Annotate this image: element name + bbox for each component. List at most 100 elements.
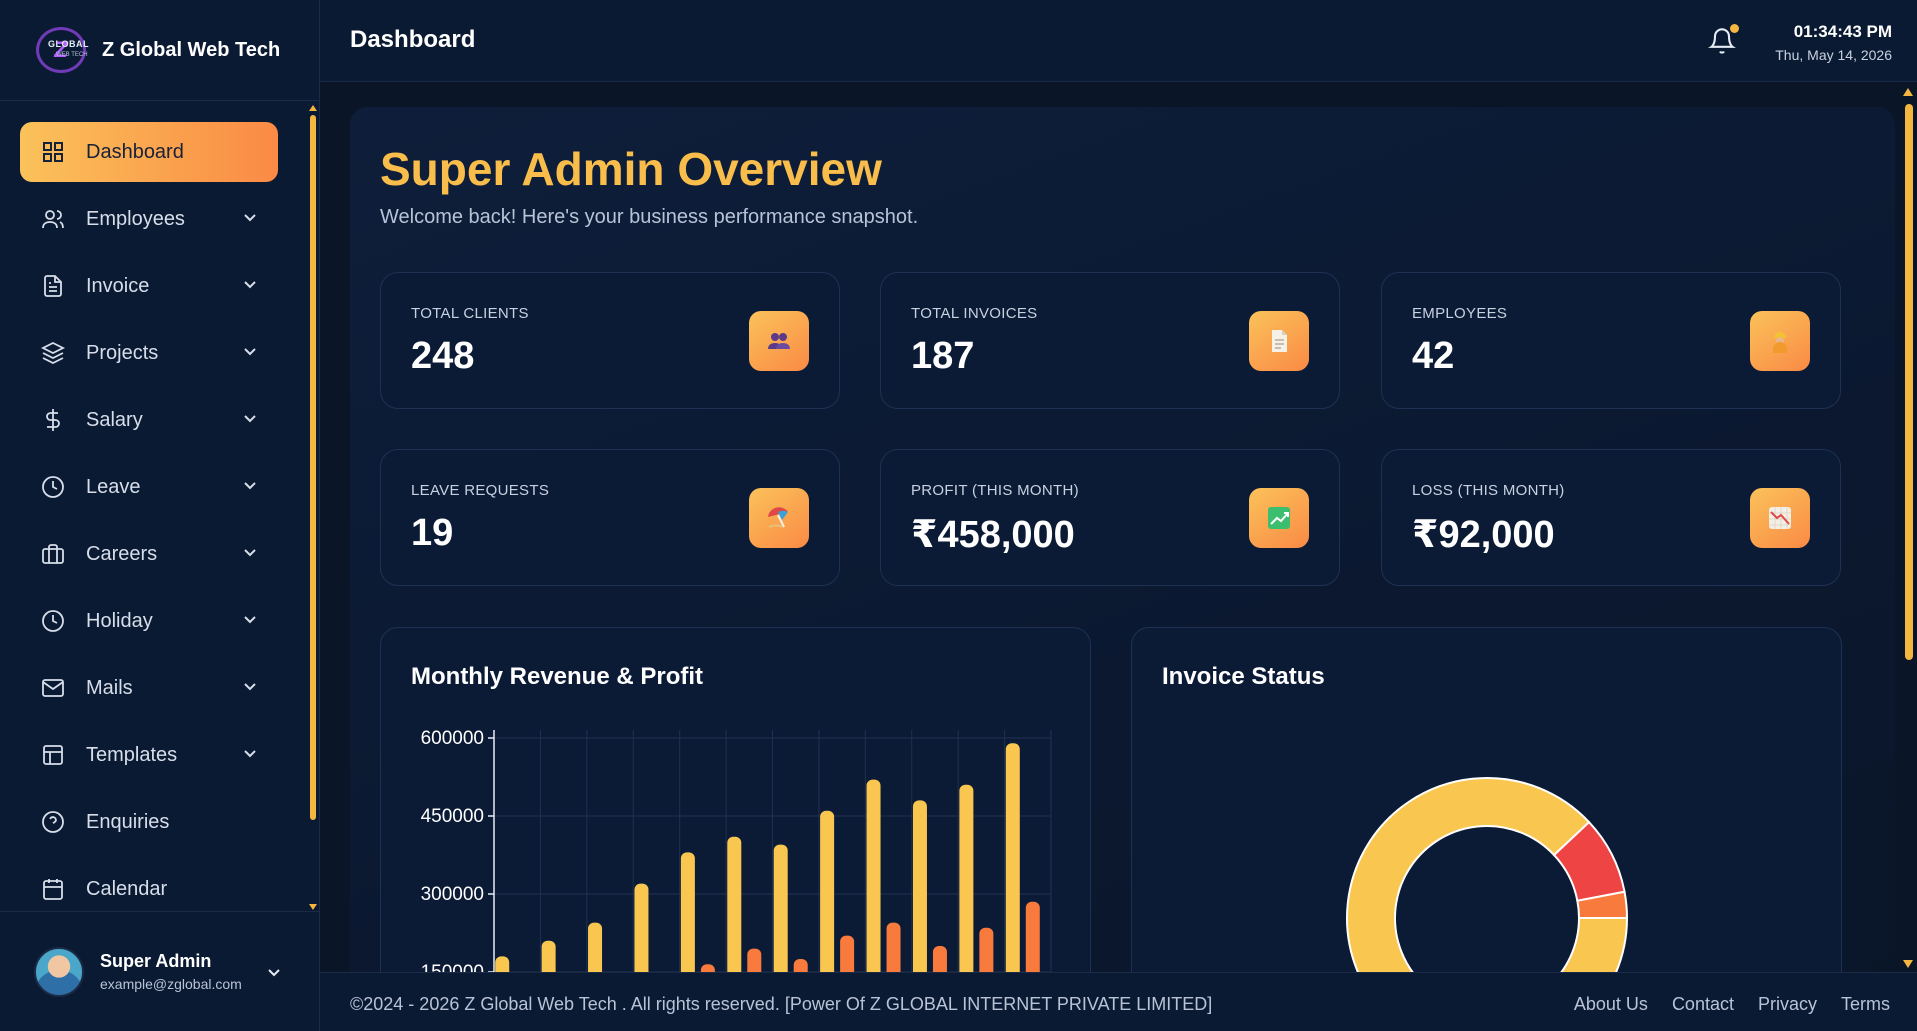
y-tick-label: 300000 (421, 884, 484, 905)
sidebar-item-invoice[interactable]: Invoice (20, 256, 278, 316)
clock-time: 01:34:43 PM (1793, 22, 1892, 41)
scroll-down-arrow[interactable] (1903, 960, 1913, 968)
revenue-bar[interactable] (959, 784, 974, 973)
stat-card-total-clients[interactable]: TOTAL CLIENTS 248 (380, 272, 840, 409)
revenue-bar[interactable] (588, 922, 603, 973)
logo-z: Z (54, 37, 68, 62)
file-text-icon (40, 273, 66, 299)
brand-logo: Z GLOBAL WEB TECH (26, 27, 96, 73)
stat-value: 19 (411, 512, 454, 554)
stat-value: 187 (911, 335, 975, 377)
chevron-down-icon[interactable] (242, 209, 258, 225)
chevron-down-icon[interactable] (242, 276, 258, 292)
avatar[interactable] (34, 946, 84, 997)
sidebar-item-templates[interactable]: Templates (20, 725, 278, 785)
revenue-bar[interactable] (495, 956, 510, 973)
stat-card-leave-requests[interactable]: LEAVE REQUESTS 19 (380, 449, 840, 586)
overview-title: Super Admin Overview (380, 143, 882, 195)
umbrella-icon (749, 488, 809, 548)
footer-link-privacy[interactable]: Privacy (1757, 994, 1817, 1014)
chevron-down-icon[interactable] (242, 745, 258, 761)
sidebar-item-employees[interactable]: Employees (20, 189, 278, 249)
sidebar-scrollbar[interactable] (309, 105, 317, 910)
footer-link-contact[interactable]: Contact (1671, 994, 1734, 1014)
stat-label: TOTAL INVOICES (911, 305, 1038, 322)
clock-date: Thu, May 14, 2026 (1775, 47, 1892, 63)
sidebar-item-projects[interactable]: Projects (20, 323, 278, 383)
profit-bar[interactable] (793, 959, 808, 973)
revenue-bar[interactable] (1005, 743, 1020, 973)
stat-card-total-invoices[interactable]: TOTAL INVOICES 187 (880, 272, 1340, 409)
profit-bar[interactable] (886, 922, 901, 973)
bell-icon[interactable] (1708, 27, 1736, 55)
sidebar-item-label: Projects (86, 341, 159, 364)
main-scrollbar[interactable] (1902, 88, 1914, 968)
revenue-bar[interactable] (680, 852, 695, 973)
stat-label: LEAVE REQUESTS (411, 482, 550, 499)
chevron-down-icon[interactable] (242, 343, 258, 359)
sidebar-item-label: Salary (86, 408, 143, 431)
brand[interactable]: Z GLOBAL WEB TECH Z Global Web Tech (0, 0, 319, 101)
stat-card-employees[interactable]: EMPLOYEES 42 (1381, 272, 1841, 409)
chevron-down-icon[interactable] (266, 964, 282, 980)
sidebar-item-holiday[interactable]: Holiday (20, 591, 278, 651)
layers-icon (40, 340, 66, 366)
invoice-status-card: Invoice Status (1131, 627, 1842, 1031)
stat-label: EMPLOYEES (1412, 305, 1508, 322)
sidebar-item-salary[interactable]: Salary (20, 390, 278, 450)
scrollbar-thumb[interactable] (310, 115, 316, 820)
revenue-bar[interactable] (634, 883, 649, 973)
donut-slice[interactable] (1576, 890, 1629, 919)
dollar-icon (40, 407, 66, 433)
stat-card-loss[interactable]: LOSS (THIS MONTH) ₹92,000 (1381, 449, 1841, 586)
sidebar-item-mails[interactable]: Mails (20, 658, 278, 718)
clock: 01:34:43 PM Thu, May 14, 2026 (1775, 22, 1892, 63)
logo-line2: WEB TECH (56, 52, 88, 58)
scroll-up-arrow[interactable] (1903, 88, 1913, 96)
scroll-down-arrow[interactable] (309, 904, 317, 910)
revenue-bar[interactable] (727, 836, 742, 973)
chevron-down-icon[interactable] (242, 611, 258, 627)
profit-bar[interactable] (840, 935, 855, 973)
profit-bar[interactable] (1025, 901, 1040, 973)
chevron-down-icon[interactable] (242, 410, 258, 426)
sidebar-item-enquiries[interactable]: Enquiries (20, 792, 278, 852)
y-tick-label: 600000 (421, 728, 484, 749)
help-circle-icon (40, 809, 66, 835)
footer-link-terms[interactable]: Terms (1841, 994, 1890, 1014)
sidebar-item-leave[interactable]: Leave (20, 457, 278, 517)
revenue-bar[interactable] (820, 810, 835, 973)
profit-bar[interactable] (700, 964, 715, 973)
revenue-bar[interactable] (541, 940, 556, 973)
briefcase-icon (40, 541, 66, 567)
revenue-bar[interactable] (912, 800, 927, 973)
sidebar-item-label: Holiday (86, 609, 153, 632)
chevron-down-icon[interactable] (242, 477, 258, 493)
revenue-bar[interactable] (866, 779, 881, 973)
users-icon (40, 206, 66, 232)
invoice-status-donut (1346, 777, 1629, 973)
chevron-down-icon[interactable] (242, 544, 258, 560)
footer-links: About Us Contact Privacy Terms (1574, 994, 1890, 1015)
revenue-bar-chart: 150000 300000 450000 600000 (421, 728, 1052, 973)
profit-bar[interactable] (932, 946, 947, 973)
user-profile[interactable]: Super Admin example@zglobal.com (0, 911, 320, 1031)
profit-bar[interactable] (747, 948, 762, 973)
sidebar-item-dashboard[interactable]: Dashboard (20, 122, 278, 182)
stat-label: TOTAL CLIENTS (411, 305, 529, 322)
revenue-chart-card: Monthly Revenue & Profit 150000 300000 450… (380, 627, 1091, 1031)
sidebar-item-careers[interactable]: Careers (20, 524, 278, 584)
stat-card-profit[interactable]: PROFIT (THIS MONTH) ₹458,000 (880, 449, 1340, 586)
stat-value: ₹458,000 (911, 514, 1075, 556)
chevron-down-icon[interactable] (242, 678, 258, 694)
mail-icon (40, 675, 66, 701)
profit-bar[interactable] (979, 927, 994, 973)
scrollbar-thumb[interactable] (1905, 104, 1913, 660)
footer-link-about[interactable]: About Us (1573, 994, 1648, 1014)
revenue-bar[interactable] (773, 844, 788, 973)
clock-icon (40, 608, 66, 634)
donut-slice[interactable] (1346, 777, 1629, 973)
scroll-up-arrow[interactable] (309, 105, 317, 111)
y-tick-label: 150000 (421, 962, 484, 973)
sidebar-item-calendar[interactable]: Calendar (20, 859, 278, 911)
